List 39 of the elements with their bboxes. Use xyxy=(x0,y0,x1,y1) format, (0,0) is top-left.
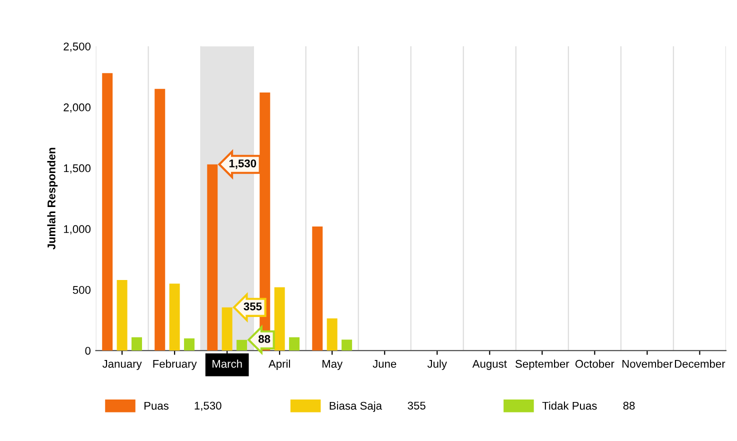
x-tick-label: January xyxy=(102,360,142,370)
x-tick-label: July xyxy=(427,360,447,370)
y-tick-label: 1,500 xyxy=(64,164,91,174)
bar xyxy=(169,284,180,351)
annotation: 355 xyxy=(244,302,262,310)
y-axis-title: Jumlah Responden xyxy=(47,148,58,250)
y-tick-label: 500 xyxy=(72,286,91,294)
legend-label: Puas xyxy=(144,402,169,410)
annotation: 88 xyxy=(258,335,270,343)
bar xyxy=(154,88,166,351)
bar xyxy=(184,338,195,351)
bar xyxy=(289,337,300,351)
y-tick-label: 2,000 xyxy=(64,103,91,113)
x-tick-label: November xyxy=(622,360,673,368)
bar xyxy=(102,73,113,351)
y-tick-label: 0 xyxy=(85,346,91,355)
x-tick-label: August xyxy=(472,360,507,370)
bar xyxy=(312,226,323,351)
bar xyxy=(274,287,285,351)
x-tick-label: September xyxy=(515,360,570,370)
text: 88 xyxy=(623,402,635,410)
x-tick-label: April xyxy=(268,360,290,370)
bar xyxy=(132,337,142,351)
bar xyxy=(326,318,338,351)
annotation: 1,530 xyxy=(229,159,256,169)
x-tick-label: March xyxy=(212,360,242,368)
bar xyxy=(116,280,128,351)
legend-label: Biasa Saja xyxy=(330,402,382,412)
bar xyxy=(342,340,352,351)
text: 355 xyxy=(408,402,426,410)
x-tick-label: June xyxy=(372,360,396,368)
text: 1,530 xyxy=(194,402,222,411)
y-tick-label: 1,000 xyxy=(64,225,91,234)
legend-label: Tidak Puas xyxy=(542,402,597,410)
x-tick-label: December xyxy=(674,360,726,368)
x-tick-label: May xyxy=(322,360,343,370)
x-tick-label: October xyxy=(575,360,614,368)
y-tick-label: 2,500 xyxy=(64,42,91,52)
x-tick-label: February xyxy=(153,360,197,370)
